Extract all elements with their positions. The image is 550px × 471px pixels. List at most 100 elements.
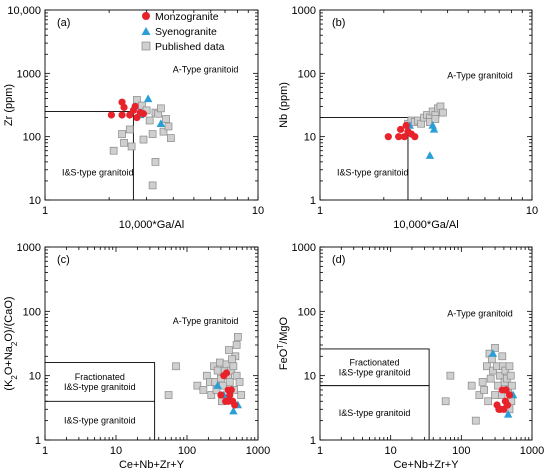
y-tick-label: 1000 <box>17 242 41 254</box>
plot-frame <box>319 246 533 441</box>
panel-label: (c) <box>57 254 70 266</box>
published-data-point <box>164 391 173 399</box>
region-label-is-type: I&S-type granitoid <box>339 408 411 418</box>
published-data-point <box>207 391 216 399</box>
legend-syenogranite-label: Syenogranite <box>155 26 217 38</box>
region-label: A-Type granitoid <box>447 70 513 80</box>
published-data-point <box>193 381 202 390</box>
published-data-point <box>478 378 487 386</box>
panel-label: (b) <box>332 17 345 29</box>
published-data-point <box>199 386 208 394</box>
panel-label: (a) <box>57 17 70 29</box>
y-axis-title-part: O+Na <box>3 345 15 375</box>
published-data-point <box>491 344 499 352</box>
y-axis-title-part: 2 <box>10 341 19 346</box>
published-data-point <box>120 138 128 147</box>
monzogranite-point <box>227 386 235 394</box>
monzogranite-point <box>500 405 508 413</box>
published-data-point <box>484 397 493 406</box>
plot-frame <box>44 9 259 201</box>
y-tick-label: 1000 <box>17 68 41 80</box>
discrimination-boundary <box>45 111 134 200</box>
published-data-point <box>439 108 447 117</box>
y-tick-label: 1000 <box>292 5 316 17</box>
y-axis-title: FeOT/MgO <box>276 316 291 370</box>
x-tick-label: 1 <box>42 445 48 457</box>
published-data-point <box>213 366 222 375</box>
monzogranite-point <box>400 133 408 141</box>
legend: Monzogranite Syenogranite Published data <box>141 11 225 53</box>
syenogranite-point <box>143 94 153 103</box>
published-data-point <box>506 371 515 380</box>
x-tick-label: 1 <box>317 205 323 217</box>
y-axis-title-part: FeO <box>278 348 290 370</box>
monzogranite-point <box>404 128 412 136</box>
published-data-point <box>145 116 154 125</box>
y-axis-title: Zr (ppm) <box>3 84 15 126</box>
x-tick-label: 10 <box>385 445 397 457</box>
published-data-point <box>471 416 480 425</box>
panel-2: 1 10 1 10 100 1000 10,000*Ga/Al Nb (ppm) (b) A-Ty… <box>278 5 538 231</box>
published-data-point <box>127 142 136 151</box>
published-data-point <box>475 391 484 399</box>
x-axis-title: Ce+Nb+Zr+Y <box>119 459 185 471</box>
published-data-point <box>486 374 495 383</box>
published-data-point <box>118 130 126 138</box>
y-axis-title: Nb (ppm) <box>278 82 290 128</box>
monzogranite-point <box>384 133 392 141</box>
y-tick-label: 1000 <box>292 242 316 254</box>
monzogranite-point <box>411 133 419 141</box>
region-label: A-Type granitoid <box>447 308 513 318</box>
y-tick-label: 100 <box>298 306 316 318</box>
discrimination-boundary <box>320 348 430 440</box>
y-axis-title: (K2O+Na2O)/(CaO) <box>3 296 19 390</box>
monzogranite-point <box>131 102 139 111</box>
x-axis-title: 10,000*Ga/Al <box>393 219 458 231</box>
published-data-point <box>446 371 455 380</box>
published-data-point <box>225 346 233 354</box>
legend-published-marker <box>141 41 151 51</box>
y-tick-label: 10 <box>304 132 316 144</box>
y-tick-label: 100 <box>23 132 41 144</box>
x-tick-label: 10 <box>110 445 122 457</box>
region-label-line: I&S-type granitoid <box>64 382 136 392</box>
plot-frame <box>319 9 533 201</box>
published-data-point <box>467 381 476 390</box>
published-data-point <box>441 397 450 406</box>
region-label-is-type: I&S-type granitoid <box>64 416 136 426</box>
monzogranite-point <box>505 391 514 399</box>
region-label-fractionated: Fractionated I&S-type granitoid <box>339 357 411 377</box>
y-tick-label: 10 <box>304 371 316 383</box>
published-data-point <box>162 115 170 123</box>
panel-label: (d) <box>332 254 345 266</box>
published-data-point <box>491 391 499 399</box>
monzogranite-point <box>502 386 510 394</box>
published-data-point <box>139 135 148 144</box>
published-data-point <box>148 130 157 138</box>
region-label-fractionated: Fractionated I&S-type granitoid <box>64 372 136 392</box>
legend-monzogranite-label: Monzogranite <box>155 11 219 23</box>
published-data-point <box>489 366 497 375</box>
syenogranite-point <box>503 409 513 418</box>
x-axis-title: 10,000*Ga/Al <box>119 219 184 231</box>
y-tick-label: 1 <box>35 435 41 447</box>
monzogranite-point <box>222 369 231 377</box>
published-data-point <box>483 362 491 371</box>
monzogranite-point <box>402 121 410 130</box>
y-tick-label: 1 <box>310 435 316 447</box>
y-tick-label: 100 <box>298 68 316 80</box>
published-data-point <box>501 366 510 375</box>
y-tick-label: 10 <box>29 371 41 383</box>
published-data-point <box>232 341 241 349</box>
monzogranite-point <box>395 133 403 141</box>
syenogranite-point <box>213 381 222 389</box>
published-data-point <box>225 378 234 386</box>
monzogranite-point <box>397 125 405 134</box>
published-data-point <box>508 381 516 390</box>
monzogranite-point <box>231 401 239 409</box>
x-tick-label: 10 <box>252 205 264 217</box>
syenogranite-point <box>488 349 498 357</box>
published-data-point <box>109 146 118 155</box>
monzogranite-point <box>118 111 126 119</box>
